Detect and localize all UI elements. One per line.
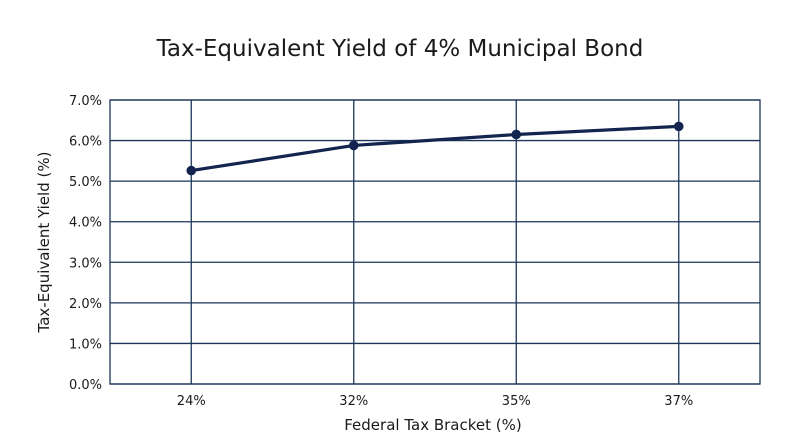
y-tick-label: 7.0% [69, 94, 102, 109]
data-point [511, 129, 522, 140]
x-tick-label: 37% [664, 394, 693, 409]
y-tick-label: 4.0% [69, 216, 102, 231]
y-axis-label: Tax-Equivalent Yield (%) [35, 152, 53, 334]
x-tick-label: 32% [339, 394, 368, 409]
grid [110, 99, 760, 385]
y-tick-label: 1.0% [69, 337, 102, 352]
y-tick-label: 3.0% [69, 256, 102, 271]
y-tick-label: 0.0% [69, 378, 102, 393]
x-axis-label: Federal Tax Bracket (%) [344, 416, 521, 434]
series-line [189, 124, 681, 173]
chart-title: Tax-Equivalent Yield of 4% Municipal Bon… [156, 36, 644, 62]
y-tick-label: 6.0% [69, 135, 102, 150]
data-point [673, 121, 684, 132]
y-axis-ticks: 0.0% 1.0% 2.0% 3.0% 4.0% 5.0% 6.0% 7.0% [69, 94, 102, 393]
y-tick-label: 5.0% [69, 175, 102, 190]
y-tick-label: 2.0% [69, 297, 102, 312]
x-axis-ticks: 24% 32% 35% 37% [177, 394, 693, 409]
plot-frame [109, 99, 761, 385]
x-tick-label: 24% [177, 394, 206, 409]
series-group [186, 121, 684, 176]
data-point [348, 140, 359, 151]
data-point [186, 165, 197, 176]
x-tick-label: 35% [502, 394, 531, 409]
